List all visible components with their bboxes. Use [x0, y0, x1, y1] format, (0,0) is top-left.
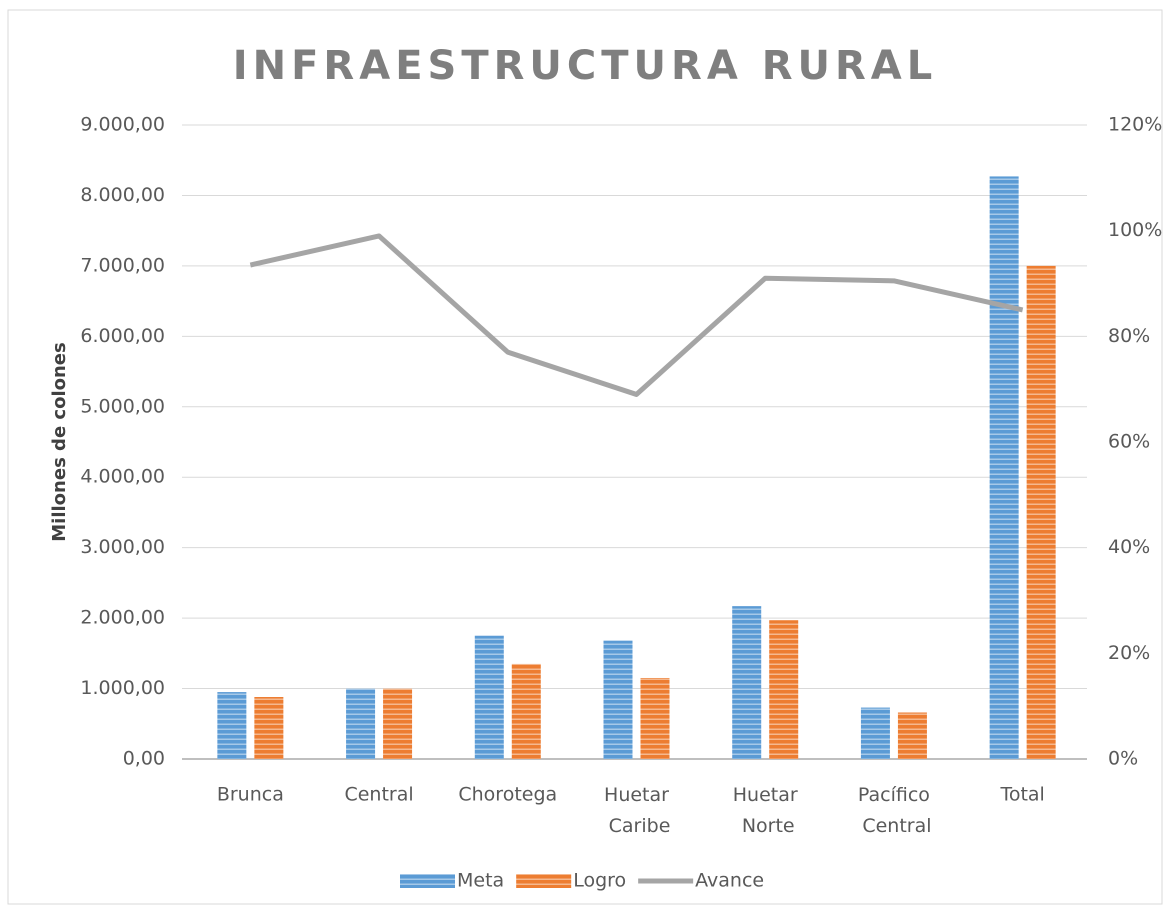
legend-label: Avance: [695, 870, 764, 892]
y-tick-label: 2.000,00: [80, 607, 165, 629]
bar: [603, 640, 633, 759]
bar: [1026, 265, 1056, 759]
bar: [897, 712, 927, 759]
y2-tick-label: 0%: [1108, 748, 1138, 770]
y-tick-label: 9.000,00: [80, 114, 165, 136]
y-tick-label: 8.000,00: [80, 184, 165, 206]
y2-tick-label: 60%: [1108, 431, 1150, 453]
x-tick-label: Chorotega: [458, 784, 557, 806]
legend-swatch: [400, 874, 455, 888]
bar: [732, 606, 762, 759]
bar: [383, 688, 413, 759]
y2-tick-label: 120%: [1108, 114, 1162, 136]
y-tick-label: 4.000,00: [80, 466, 165, 488]
bar: [346, 688, 376, 759]
bar: [769, 620, 799, 759]
bar: [474, 635, 504, 759]
y-tick-label: 7.000,00: [80, 254, 165, 276]
y-tick-label: 6.000,00: [80, 325, 165, 347]
bar: [640, 677, 670, 759]
chart-border: [7, 9, 1163, 905]
legend-label: Logro: [573, 870, 626, 892]
legend-label: Meta: [457, 870, 504, 892]
x-tick-label: Central: [344, 784, 413, 806]
line: [249, 233, 1024, 397]
y-tick-label: 5.000,00: [80, 395, 165, 417]
legend-swatch: [516, 874, 572, 888]
y-tick-label: 3.000,00: [80, 536, 165, 558]
bar: [217, 692, 247, 759]
x-tick-label: Total: [999, 784, 1044, 806]
x-tick-label: Huetar Caribe: [603, 784, 671, 837]
y2-tick-label: 40%: [1108, 536, 1150, 558]
y-axis-title: Millones de colones: [49, 342, 70, 541]
y2-tick-label: 80%: [1108, 325, 1150, 347]
x-tick-label: Huetar Norte: [733, 784, 798, 837]
y2-tick-label: 20%: [1108, 642, 1150, 664]
y2-tick-label: 100%: [1108, 219, 1162, 241]
bar: [989, 176, 1019, 759]
bar: [511, 663, 541, 759]
y-tick-label: 1.000,00: [80, 677, 165, 699]
chart-title: INFRAESTRUCTURA RURAL: [233, 43, 937, 89]
bar: [860, 707, 890, 759]
x-tick-label: Pacífico Central: [856, 784, 931, 837]
bar: [254, 697, 284, 759]
x-tick-label: Brunca: [217, 784, 284, 806]
y-tick-label: 0,00: [123, 748, 165, 770]
